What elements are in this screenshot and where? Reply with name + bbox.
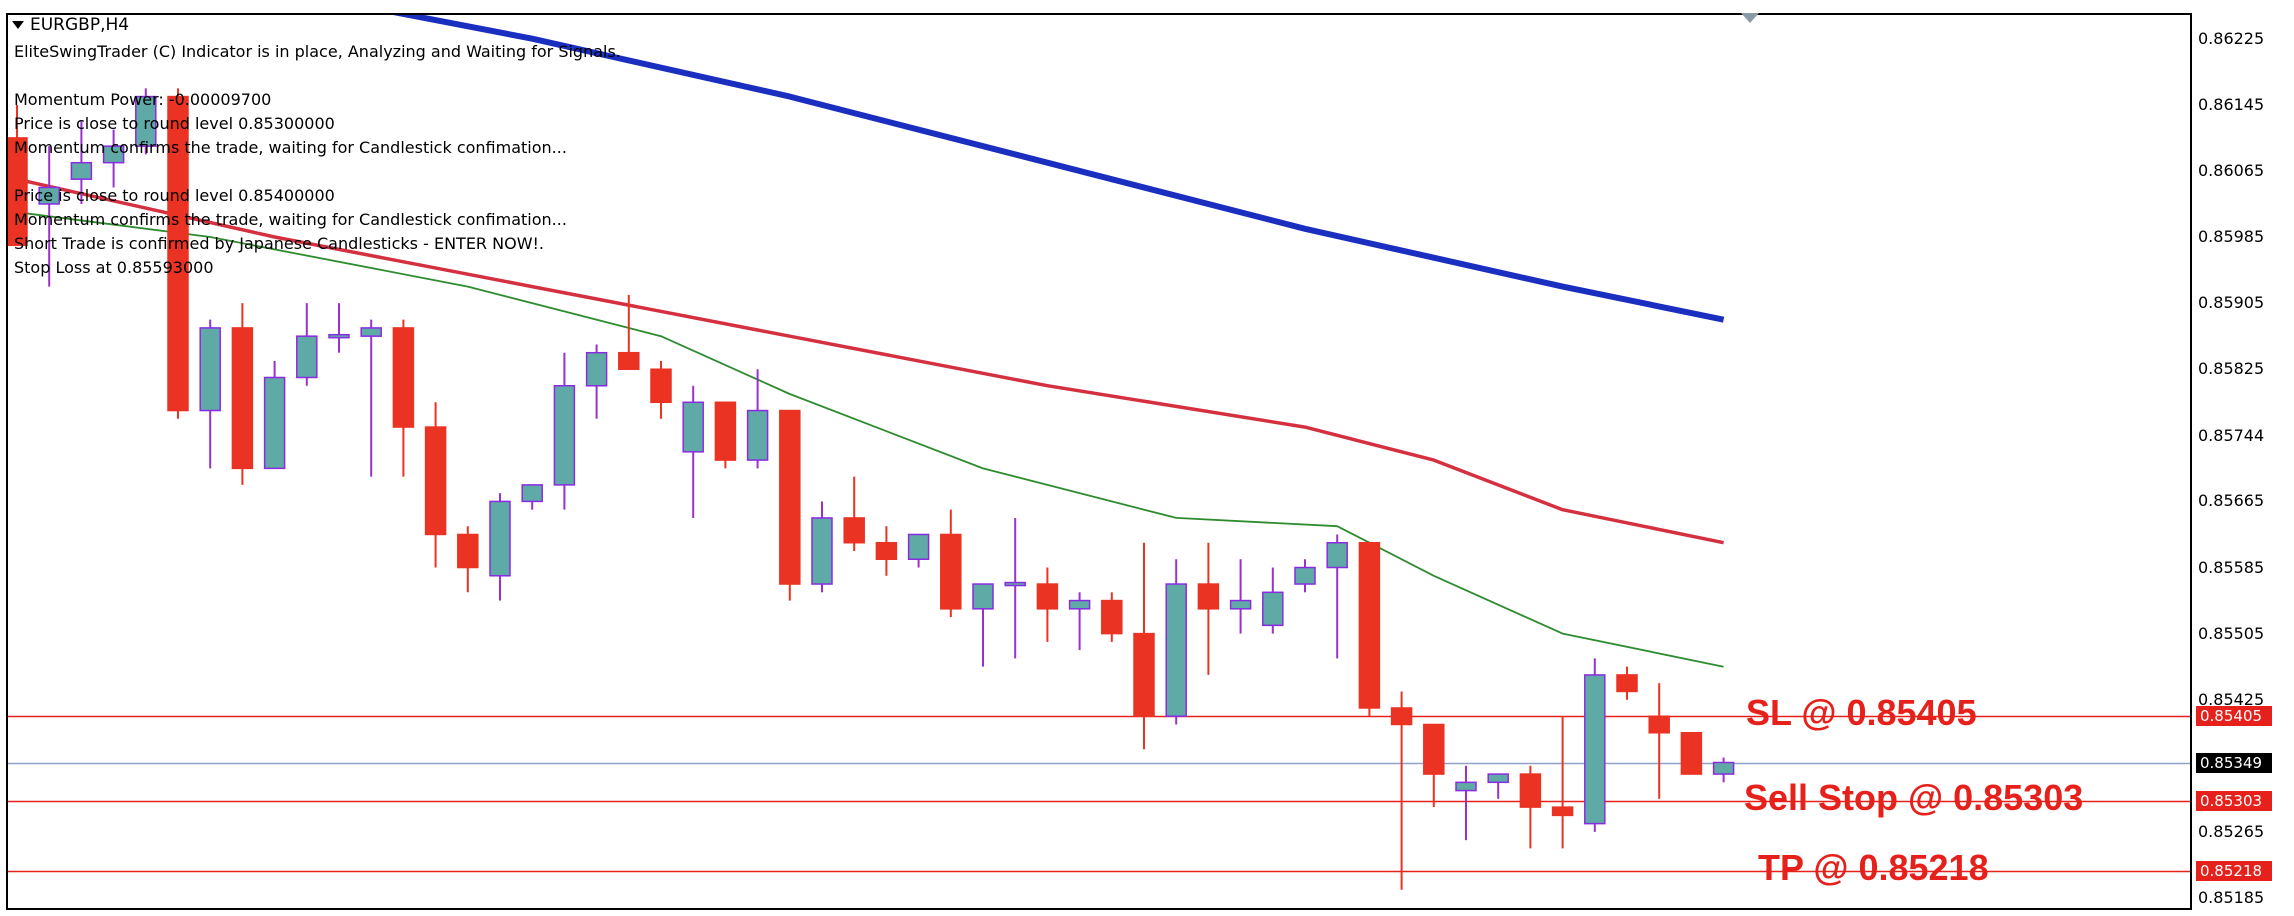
info-line: Price is close to round level 0.85400000 (14, 186, 335, 205)
bear-candle-body (167, 95, 189, 412)
bear-candle-body (875, 541, 898, 561)
y-tick-label: 0.85825 (2198, 359, 2265, 379)
bear-candle-body (1133, 632, 1155, 717)
bear-candle-body (1680, 732, 1703, 775)
bull-candle-body (746, 409, 769, 461)
bear-candle-body (714, 401, 737, 461)
bull-candle-body (360, 327, 382, 337)
bear-candle-body (1101, 599, 1123, 635)
bull-candle-body (907, 533, 930, 561)
price-axis[interactable] (2192, 0, 2294, 916)
bull-candle-body (811, 517, 833, 585)
bull-candle-body (1004, 581, 1026, 587)
bear-candle-body (1358, 541, 1381, 709)
sell-stop-annotation: Sell Stop @ 0.85303 (1744, 776, 2084, 818)
info-line: Stop Loss at 0.85593000 (14, 258, 214, 277)
bull-candle-body (296, 335, 318, 379)
bull-candle-body (1262, 591, 1284, 627)
bull-candle-body (553, 384, 576, 486)
bear-candle-body (457, 533, 479, 569)
ma-mid-line (16, 177, 1724, 545)
y-tick-label: 0.85425 (2198, 689, 2265, 709)
bull-candle-body (70, 161, 93, 180)
bull-candle-body (1712, 761, 1735, 775)
bear-candle-body (940, 533, 962, 610)
info-line: Momentum confirms the trade, waiting for… (14, 210, 567, 229)
y-tick-label: 0.85665 (2198, 491, 2265, 511)
bull-candle-body (102, 145, 125, 164)
sl-price-tag: 0.85405 (2196, 706, 2272, 727)
tp-annotation: TP @ 0.85218 (1758, 846, 1989, 888)
bear-candle-body (650, 368, 672, 404)
sl-annotation: SL @ 0.85405 (1746, 692, 1977, 734)
bull-candle-body (1326, 541, 1348, 569)
bear-candle-body (1423, 723, 1445, 775)
symbol-header[interactable]: EURGBP,H4 (12, 15, 129, 35)
y-tick-label: 0.85265 (2198, 821, 2265, 841)
dropdown-triangle-icon[interactable] (12, 21, 24, 29)
tp-price-tag: 0.85218 (2196, 860, 2272, 881)
info-line: Price is close to round level 0.85300000 (14, 114, 335, 133)
y-tick-label: 0.85185 (2198, 888, 2265, 907)
bull-candle-body (1584, 674, 1606, 825)
current-price-tag: 0.85349 (2196, 752, 2272, 773)
info-line: Short Trade is confirmed by Japanese Can… (14, 234, 545, 253)
bear-candle-body (1648, 715, 1670, 734)
y-tick-label: 0.85985 (2198, 227, 2265, 247)
ma-fast-line (16, 211, 1724, 668)
bear-candle-body (8, 137, 28, 247)
y-tick-label: 0.85505 (2198, 623, 2265, 643)
bear-candle-body (618, 351, 640, 370)
info-line: EliteSwingTrader (C) Indicator is in pla… (14, 42, 621, 61)
bull-candle-body (585, 351, 608, 387)
bull-candle-body (1455, 781, 1477, 792)
bear-candle-body (424, 426, 447, 536)
sell-stop-price-tag: 0.85303 (2196, 790, 2272, 811)
y-tick-label: 0.86225 (2198, 28, 2265, 48)
ma-slow-line (393, 15, 1725, 323)
y-tick-label: 0.85585 (2198, 557, 2265, 577)
symbol-label: EURGBP,H4 (30, 15, 130, 35)
bull-candle-body (1487, 773, 1509, 784)
bull-candle-body (489, 500, 511, 577)
bull-candle-body (263, 376, 286, 470)
bear-candle-body (392, 327, 415, 428)
bear-candle-body (843, 517, 865, 544)
bear-candle-body (1036, 583, 1059, 610)
y-tick-label: 0.86065 (2198, 160, 2265, 180)
y-tick-label: 0.85744 (2198, 426, 2265, 446)
chart-shift-marker-icon[interactable] (1741, 13, 1759, 23)
bear-candle-body (1616, 674, 1638, 693)
bull-candle-body (1165, 583, 1187, 717)
bull-candle-body (1294, 566, 1316, 585)
bear-candle-body (1197, 583, 1220, 610)
bull-candle-body (682, 401, 704, 453)
info-line: Momentum confirms the trade, waiting for… (14, 138, 567, 157)
bear-candle-body (1551, 806, 1574, 817)
bull-candle-body (521, 484, 543, 503)
bull-candle-body (38, 186, 60, 205)
bull-candle-body (328, 333, 350, 339)
bull-candle-body (972, 583, 994, 610)
bear-candle-body (1390, 707, 1413, 726)
bull-candle-body (135, 95, 157, 147)
bull-candle-body (1229, 599, 1252, 610)
bear-candle-body (1519, 773, 1542, 808)
y-tick-label: 0.86145 (2198, 94, 2265, 114)
bear-candle-body (231, 327, 254, 470)
y-tick-label: 0.85905 (2198, 293, 2265, 313)
bull-candle-body (1068, 599, 1091, 610)
info-line: Momentum Power: -0.00009700 (14, 90, 272, 109)
bull-candle-body (199, 327, 221, 412)
bear-candle-body (779, 409, 801, 585)
